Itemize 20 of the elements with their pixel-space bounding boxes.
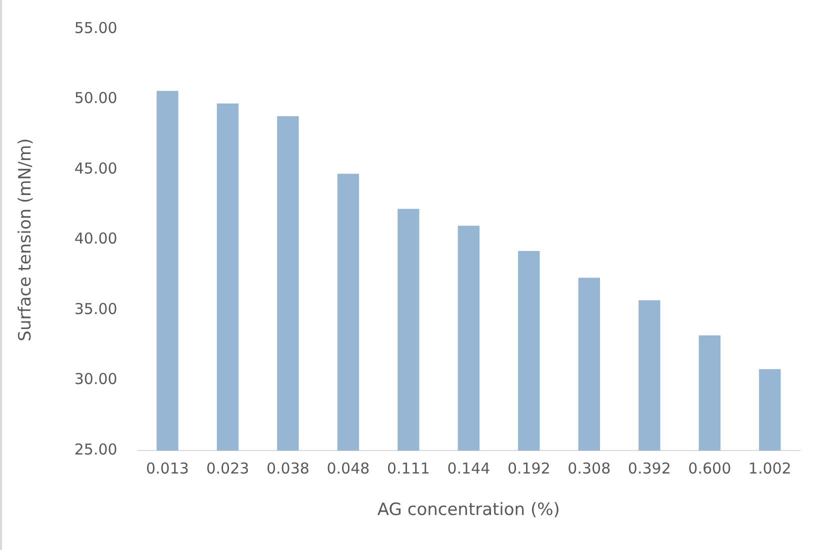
- x-tick-label: 1.002: [748, 459, 792, 478]
- y-tick-label: 55.00: [74, 18, 118, 37]
- x-tick-label: 0.600: [688, 459, 732, 478]
- x-axis-title: AG concentration (%): [377, 500, 560, 520]
- x-tick-label: 0.038: [266, 459, 310, 478]
- y-tick-label: 40.00: [74, 230, 118, 248]
- x-tick-label: 0.308: [568, 459, 611, 478]
- y-tick-label: 50.00: [74, 89, 118, 108]
- x-tick-label: 0.111: [386, 459, 430, 478]
- x-tick-label: 0.013: [146, 459, 189, 478]
- x-tick-label: 0.144: [447, 459, 490, 478]
- x-tick-label: 0.023: [206, 459, 250, 478]
- y-axis-title: Surface tension (mN/m): [16, 138, 36, 342]
- x-tick-label: 0.392: [628, 459, 671, 478]
- y-tick-label: 45.00: [74, 159, 118, 178]
- x-tick-label: 0.048: [326, 459, 370, 478]
- y-tick-label: 25.00: [74, 440, 118, 458]
- y-tick-label: 35.00: [74, 300, 118, 318]
- y-tick-label: 30.00: [74, 370, 118, 388]
- x-tick-label: 0.192: [507, 459, 550, 478]
